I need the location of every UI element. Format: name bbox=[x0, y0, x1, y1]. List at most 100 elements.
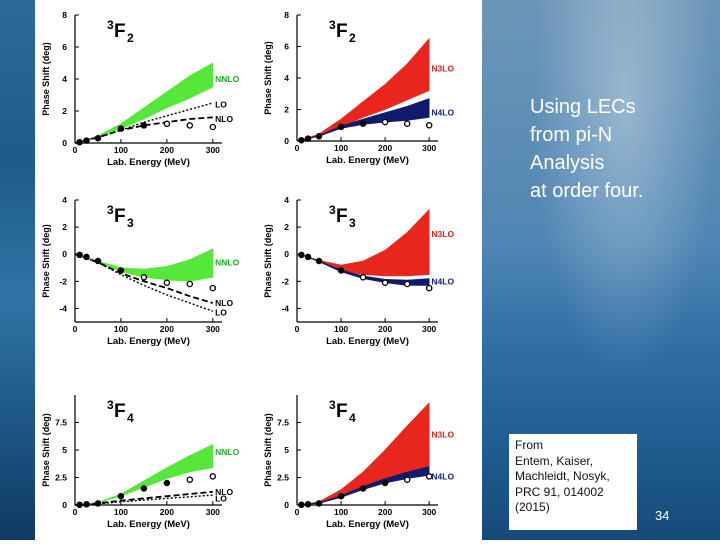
line-lo bbox=[74, 494, 213, 506]
x-tick-label: 0 bbox=[73, 507, 78, 517]
data-point bbox=[186, 476, 194, 483]
wave-superscript: 3 bbox=[107, 203, 114, 217]
x-tick-label: 200 bbox=[160, 324, 174, 334]
data-point bbox=[186, 280, 194, 288]
data-point bbox=[76, 251, 83, 259]
y-tick-label: 6 bbox=[62, 42, 67, 52]
x-tick-label: 300 bbox=[422, 324, 436, 334]
x-tick-label: 0 bbox=[295, 324, 300, 334]
x-tick-label: 100 bbox=[334, 507, 348, 517]
y-tick-label: 2 bbox=[62, 106, 67, 116]
wave-subscript: 3 bbox=[349, 216, 356, 230]
wave-letter: F bbox=[336, 401, 348, 422]
data-point bbox=[140, 274, 148, 281]
data-point bbox=[209, 123, 217, 131]
y-tick-label: 0 bbox=[284, 249, 289, 259]
data-point bbox=[381, 118, 389, 126]
x-tick-label: 100 bbox=[334, 143, 348, 153]
x-tick-label: 100 bbox=[114, 145, 128, 155]
data-point bbox=[117, 125, 125, 132]
series-label: N4LO bbox=[431, 471, 454, 481]
data-point bbox=[425, 473, 433, 480]
data-point bbox=[315, 257, 323, 265]
x-tick-label: 100 bbox=[114, 324, 128, 334]
data-point bbox=[163, 120, 171, 128]
data-point bbox=[315, 133, 323, 140]
x-axis-label: Lab. Energy (MeV) bbox=[107, 519, 190, 530]
title-line: Using LECs bbox=[530, 96, 636, 118]
data-point bbox=[94, 257, 102, 265]
x-tick-label: 200 bbox=[160, 145, 174, 155]
x-tick-label: 300 bbox=[206, 507, 220, 517]
band-n3lo bbox=[301, 208, 430, 277]
x-tick-label: 300 bbox=[422, 143, 436, 153]
data-point bbox=[94, 134, 102, 142]
reference-line: (2015) bbox=[515, 500, 550, 514]
y-tick-label: 0 bbox=[62, 249, 67, 259]
y-tick-label: 8 bbox=[62, 10, 67, 20]
x-axis-label: Lab. Energy (MeV) bbox=[326, 155, 409, 166]
y-axis-label: Phase Shift (deg) bbox=[41, 413, 51, 487]
data-point bbox=[140, 485, 148, 492]
x-axis-label: Lab. Energy (MeV) bbox=[107, 336, 190, 347]
wave-letter: F bbox=[336, 206, 348, 227]
series-label: N3LO bbox=[431, 64, 454, 74]
y-tick-label: 8 bbox=[284, 10, 289, 20]
y-tick-label: 7.5 bbox=[55, 418, 67, 428]
x-tick-label: 200 bbox=[378, 507, 392, 517]
band-nnlo bbox=[79, 444, 214, 506]
y-axis-label: Phase Shift (deg) bbox=[263, 224, 273, 298]
y-tick-label: 4 bbox=[62, 74, 67, 84]
wave-letter: F bbox=[114, 401, 126, 422]
series-label: N4LO bbox=[431, 108, 454, 118]
phase-shift-figure: 0 100 200 300 0 2 4 6 8 Lab. Energy (MeV) Phase Sh… bbox=[35, 0, 482, 540]
series-label: NLO bbox=[215, 114, 233, 124]
band-nnlo bbox=[79, 62, 214, 143]
y-tick-label: 2 bbox=[62, 222, 67, 232]
x-tick-label: 300 bbox=[422, 507, 436, 517]
data-point bbox=[76, 138, 83, 146]
wave-superscript: 3 bbox=[329, 398, 336, 412]
chart-panel-1: 0 100 200 300 0 2 4 6 8 Lab. Energy (MeV) Phase Sh… bbox=[41, 10, 240, 168]
wave-subscript: 4 bbox=[349, 411, 356, 425]
series-label: LO bbox=[215, 493, 227, 503]
x-axis-label: Lab. Energy (MeV) bbox=[107, 157, 190, 168]
x-tick-label: 100 bbox=[114, 507, 128, 517]
wave-superscript: 3 bbox=[107, 18, 114, 32]
slide-title: Using LECs from pi-N Analysis at order f… bbox=[530, 93, 715, 205]
y-tick-label: 2 bbox=[284, 105, 289, 115]
y-tick-label: 5 bbox=[62, 445, 67, 455]
x-tick-label: 200 bbox=[160, 507, 174, 517]
data-point bbox=[304, 501, 312, 508]
data-point bbox=[337, 267, 345, 274]
reference-line: Machleidt, Nosyk, bbox=[515, 469, 610, 483]
y-tick-label: -2 bbox=[59, 276, 67, 286]
data-point bbox=[425, 284, 433, 292]
data-point bbox=[163, 279, 171, 286]
data-point bbox=[186, 122, 194, 129]
line-nlo bbox=[74, 253, 214, 304]
data-point bbox=[359, 120, 367, 127]
title-line: Analysis bbox=[530, 152, 605, 174]
y-tick-label: 6 bbox=[284, 42, 289, 52]
title-line: from pi-N bbox=[530, 124, 613, 146]
data-point bbox=[425, 122, 433, 129]
title-line: at order four. bbox=[530, 180, 644, 202]
wave-superscript: 3 bbox=[329, 18, 336, 32]
series-label: LO bbox=[215, 100, 227, 110]
data-point bbox=[403, 280, 411, 288]
wave-subscript: 3 bbox=[127, 216, 134, 230]
data-point bbox=[163, 479, 171, 487]
x-tick-label: 100 bbox=[334, 324, 348, 334]
reference-line: From bbox=[515, 438, 543, 452]
wave-subscript: 4 bbox=[127, 411, 134, 425]
wave-superscript: 3 bbox=[329, 203, 336, 217]
chart-panel-6: 0 100 200 300 0 2.5 5 7.5 Lab. Energy (MeV) Phase… bbox=[263, 395, 454, 530]
series-label: NNLO bbox=[215, 74, 239, 84]
data-point bbox=[381, 479, 389, 487]
y-axis-label: Phase Shift (deg) bbox=[41, 42, 51, 116]
reference-line: Entem, Kaiser, bbox=[515, 453, 594, 468]
chart-panel-4: 0 100 200 300 -4 -2 0 2 4 Lab. Energy (MeV) Phase … bbox=[263, 195, 454, 347]
data-point bbox=[359, 485, 367, 492]
data-point bbox=[298, 136, 305, 144]
